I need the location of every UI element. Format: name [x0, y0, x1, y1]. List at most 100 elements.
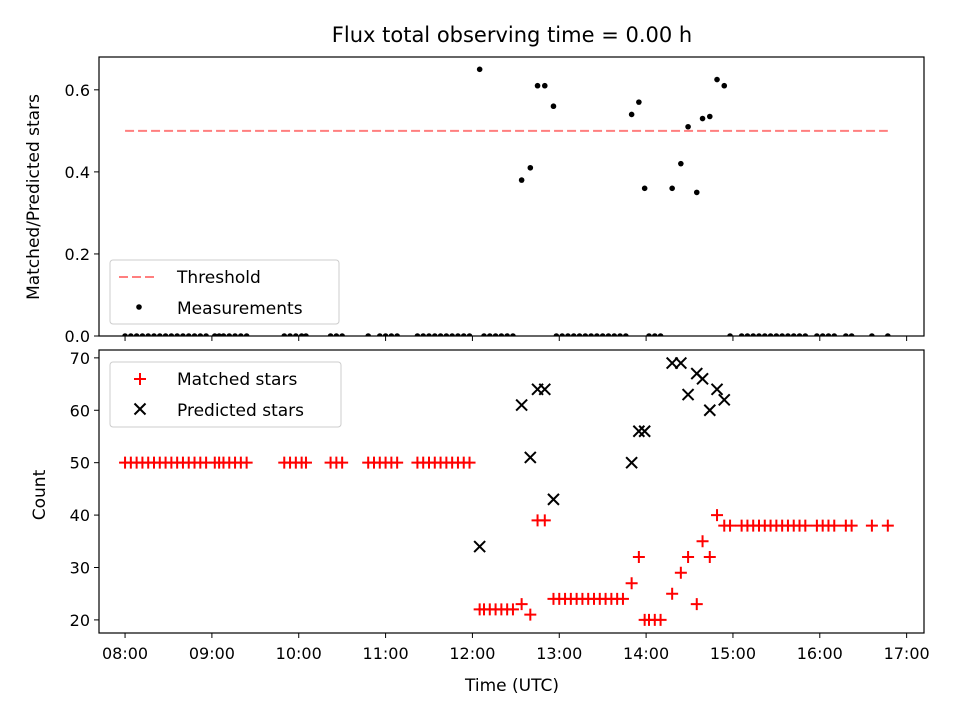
measurement-point	[588, 333, 594, 336]
measurement-point	[553, 333, 560, 336]
legend-matched-label: Matched stars	[177, 370, 297, 390]
bottom-plot-area: 08:00 09:00 10:00 11:00 12:00 13:00 14:00 15:00…	[70, 349, 930, 663]
predicted-star-point	[524, 451, 537, 464]
measurement-point	[460, 333, 467, 336]
measurement-point	[706, 113, 713, 120]
legend-predicted-swatch	[133, 402, 147, 416]
measurement-point	[122, 333, 128, 336]
top-y-tick-label: 0.2	[65, 245, 90, 264]
matched-star-point	[632, 551, 645, 564]
measurement-point	[796, 333, 803, 336]
measurement-point	[376, 333, 383, 336]
measurement-point	[599, 333, 606, 336]
measurement-point	[492, 333, 499, 336]
bottom-y-tick-label: 20	[70, 611, 90, 630]
matched-star-point	[616, 592, 629, 605]
measurement-point	[180, 333, 186, 336]
measurement-point	[773, 333, 780, 336]
top-marks	[122, 66, 891, 336]
measurement-point	[678, 160, 684, 167]
measurement-point	[790, 333, 797, 336]
matched-star-point	[299, 456, 312, 469]
measurement-point	[761, 333, 768, 336]
measurement-point	[466, 333, 473, 336]
legend-measurement-label: Measurements	[177, 299, 303, 319]
measurement-point	[565, 333, 571, 336]
measurement-point	[541, 82, 548, 89]
legend-measurement-swatch	[136, 304, 142, 310]
measurement-point	[281, 333, 288, 336]
matched-star-point	[703, 551, 716, 564]
measurement-point	[779, 333, 785, 336]
measurement-point	[510, 333, 516, 336]
predicted-star-point	[710, 383, 724, 396]
top-plot-area: 0.0 0.2 0.4 0.6 Threshold Measurements	[65, 56, 925, 346]
predicted-star-point	[515, 398, 528, 412]
measurement-point	[162, 333, 169, 336]
matched-star-point	[845, 519, 858, 532]
predicted-star-point	[703, 404, 716, 417]
predicted-star-point	[696, 372, 709, 386]
measurement-point	[611, 333, 618, 336]
bottom-y-axis-label: Count	[30, 469, 50, 520]
measurement-point	[504, 333, 510, 336]
measurement-point	[685, 123, 691, 130]
measurement-point	[156, 333, 163, 336]
measurement-point	[232, 333, 238, 336]
measurement-point	[825, 333, 832, 336]
measurement-point	[174, 333, 180, 336]
measurement-point	[168, 333, 175, 336]
measurement-point	[145, 333, 152, 336]
top-legend: Threshold Measurements	[109, 259, 340, 325]
measurement-point	[714, 76, 720, 83]
measurement-point	[211, 333, 218, 336]
matched-star-point	[724, 519, 737, 532]
measurement-point	[636, 99, 642, 105]
legend-matched-swatch	[134, 373, 146, 385]
x-tick-label: 10:00	[276, 644, 322, 663]
measurement-point	[657, 333, 664, 336]
chart-title: Flux total observing time = 0.00 h	[332, 23, 692, 47]
bottom-y-tick-label: 40	[70, 506, 90, 525]
predicted-star-point	[547, 493, 560, 506]
measurement-point	[641, 185, 648, 192]
measurement-point	[420, 333, 427, 336]
measurement-point	[128, 333, 134, 336]
measurement-point	[651, 333, 658, 336]
x-tick-label: 11:00	[363, 644, 409, 663]
measurement-point	[443, 333, 450, 336]
measurement-point	[238, 333, 244, 336]
measurement-point	[151, 333, 157, 336]
matched-star-point	[524, 608, 537, 621]
measurement-point	[298, 333, 305, 336]
measurement-point	[669, 185, 675, 192]
measurement-point	[498, 333, 505, 336]
x-tick-label: 08:00	[102, 644, 148, 663]
measurement-point	[885, 333, 891, 336]
measurement-point	[449, 333, 455, 336]
measurement-point	[767, 333, 774, 336]
measurement-point	[534, 82, 541, 89]
measurement-point	[481, 333, 487, 336]
top-y-tick-label: 0.6	[65, 81, 90, 100]
legend-threshold-label: Threshold	[176, 268, 261, 288]
measurement-point	[220, 333, 227, 336]
legend-box	[109, 259, 340, 325]
matched-star-point	[865, 519, 878, 532]
measurement-point	[414, 333, 421, 336]
measurement-point	[869, 333, 875, 336]
x-tick-label: 15:00	[710, 644, 756, 663]
measurement-point	[139, 333, 146, 336]
measurement-point	[646, 333, 652, 336]
matched-star-point	[666, 587, 679, 600]
measurement-point	[216, 333, 222, 336]
predicted-star-point	[681, 388, 695, 401]
measurement-point	[819, 333, 826, 336]
matched-star-point	[625, 577, 638, 590]
measurement-point	[802, 333, 809, 336]
x-tick-label: 17:00	[884, 644, 930, 663]
x-tick-label: 09:00	[189, 644, 235, 663]
measurement-point	[293, 333, 299, 336]
predicted-star-point	[718, 393, 731, 406]
matched-star-point	[538, 514, 551, 527]
